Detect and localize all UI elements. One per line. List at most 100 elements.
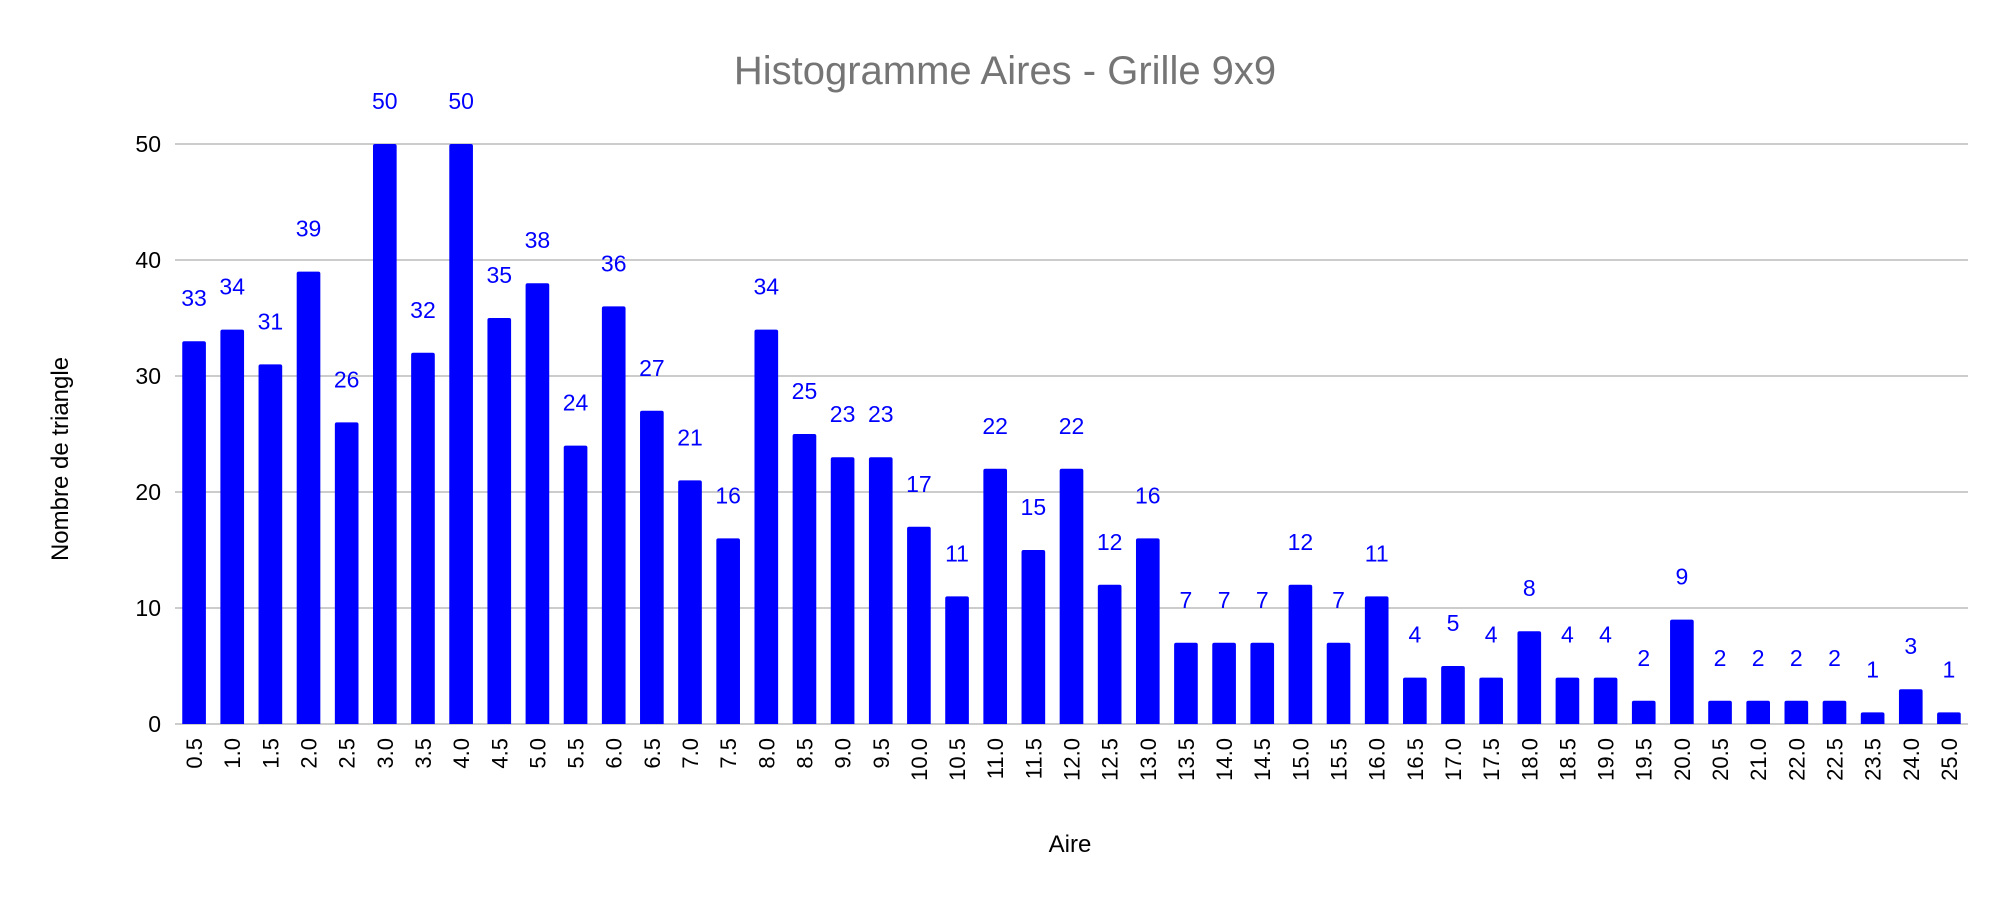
data-label-2.0: 39 xyxy=(296,216,322,242)
data-label-15.5: 7 xyxy=(1332,587,1345,613)
data-label-11.0: 22 xyxy=(982,413,1008,439)
x-tick-label: 2.5 xyxy=(335,738,360,769)
x-tick-label: 21.0 xyxy=(1746,738,1771,781)
data-label-18.0: 8 xyxy=(1523,575,1536,601)
x-axis-ticks: 0.5 1.0 1.5 2.0 2.5 3.0 3.5 4.0 4.5 5.0 5.5 6.0 6.5 7… xyxy=(182,738,1962,781)
data-label-15.0: 12 xyxy=(1288,529,1314,555)
data-label-11.5: 15 xyxy=(1021,494,1047,520)
data-label-5.0: 38 xyxy=(525,227,551,253)
bar-24.0 xyxy=(1898,689,1923,724)
x-axis-label: Aire xyxy=(1049,831,1092,858)
data-label-4.5: 35 xyxy=(486,262,512,288)
bar-3.5 xyxy=(411,352,435,724)
bar-19.0 xyxy=(1593,677,1618,724)
bar-21.0 xyxy=(1746,700,1771,724)
bar-17.5 xyxy=(1479,677,1503,724)
bar-10.5 xyxy=(945,596,969,724)
x-tick-label: 23.5 xyxy=(1861,738,1886,781)
bar-8.0 xyxy=(754,329,779,724)
bar-5.0 xyxy=(525,283,550,724)
y-axis-ticks: 0 10 20 30 40 50 xyxy=(135,131,161,737)
bar-11.5 xyxy=(1021,550,1046,724)
data-label-22.5: 2 xyxy=(1828,645,1841,671)
x-tick-label: 19.0 xyxy=(1594,738,1619,781)
bar-16.0 xyxy=(1364,596,1389,724)
x-tick-label: 9.0 xyxy=(831,738,856,769)
data-label-16.0: 11 xyxy=(1365,540,1389,566)
x-tick-label: 6.0 xyxy=(602,738,627,769)
data-label-1.5: 31 xyxy=(258,308,284,334)
data-label-21.0: 2 xyxy=(1752,645,1765,671)
data-label-8.0: 34 xyxy=(754,274,780,300)
x-tick-label: 3.0 xyxy=(373,738,398,769)
x-tick-label: 18.0 xyxy=(1517,738,1542,781)
y-tick-label: 40 xyxy=(135,247,161,273)
x-tick-label: 25.0 xyxy=(1937,738,1962,781)
x-tick-label: 24.0 xyxy=(1899,738,1924,781)
x-tick-label: 18.5 xyxy=(1555,738,1580,781)
x-tick-label: 16.5 xyxy=(1403,738,1428,781)
x-tick-label: 20.5 xyxy=(1708,738,1733,781)
chart-title: Histogramme Aires - Grille 9x9 xyxy=(734,49,1276,93)
data-label-17.0: 5 xyxy=(1447,610,1460,636)
bar-2.0 xyxy=(296,271,321,724)
data-label-4.0: 50 xyxy=(448,88,474,114)
x-tick-label: 20.0 xyxy=(1670,738,1695,781)
bar-9.5 xyxy=(868,457,893,724)
bar-15.0 xyxy=(1288,584,1313,724)
bar-2.5 xyxy=(334,422,359,724)
bar-7.5 xyxy=(716,538,740,724)
x-tick-label: 13.0 xyxy=(1136,738,1161,781)
data-label-6.0: 36 xyxy=(601,250,627,276)
bar-17.0 xyxy=(1441,666,1465,724)
x-tick-label: 15.5 xyxy=(1327,738,1352,781)
x-tick-label: 3.5 xyxy=(411,738,436,769)
bar-12.5 xyxy=(1097,584,1122,724)
data-label-12.0: 22 xyxy=(1059,413,1085,439)
data-label-20.5: 2 xyxy=(1714,645,1727,671)
bar-14.5 xyxy=(1250,642,1275,724)
data-label-13.5: 7 xyxy=(1180,587,1193,613)
data-label-0.5: 33 xyxy=(181,285,207,311)
bar-13.0 xyxy=(1135,538,1160,724)
x-tick-label: 8.5 xyxy=(792,738,817,769)
data-label-7.0: 21 xyxy=(677,424,703,450)
bar-16.5 xyxy=(1403,677,1427,724)
x-tick-label: 5.0 xyxy=(525,738,550,769)
bar-19.5 xyxy=(1631,700,1656,724)
bar-6.5 xyxy=(640,410,664,724)
data-label-16.5: 4 xyxy=(1408,622,1421,648)
bar-20.5 xyxy=(1708,700,1732,724)
data-label-19.5: 2 xyxy=(1637,645,1650,671)
data-label-3.0: 50 xyxy=(372,88,398,114)
x-tick-label: 10.5 xyxy=(945,738,970,781)
x-tick-label: 1.5 xyxy=(258,738,283,769)
x-tick-label: 22.0 xyxy=(1784,738,1809,781)
x-tick-label: 14.0 xyxy=(1212,738,1237,781)
bar-15.5 xyxy=(1326,642,1351,724)
x-tick-label: 11.0 xyxy=(983,738,1008,779)
bar-20.0 xyxy=(1670,619,1694,724)
bar-4.0 xyxy=(449,144,473,724)
bar-13.5 xyxy=(1174,642,1198,724)
x-tick-label: 17.0 xyxy=(1441,738,1466,781)
data-label-1.0: 34 xyxy=(219,274,245,300)
data-label-12.5: 12 xyxy=(1097,529,1123,555)
bar-3.0 xyxy=(372,144,397,724)
x-tick-label: 9.5 xyxy=(869,738,894,769)
x-tick-label: 5.5 xyxy=(564,738,589,769)
x-tick-label: 6.5 xyxy=(640,738,665,769)
bar-22.0 xyxy=(1784,700,1809,724)
data-label-5.5: 24 xyxy=(563,390,589,416)
data-label-20.0: 9 xyxy=(1675,564,1688,590)
x-tick-label: 19.5 xyxy=(1632,738,1657,781)
data-label-14.5: 7 xyxy=(1256,587,1269,613)
bar-9.0 xyxy=(830,457,855,724)
data-label-25.0: 1 xyxy=(1943,656,1956,682)
bar-1.0 xyxy=(220,329,245,724)
y-tick-label: 50 xyxy=(135,131,161,157)
x-tick-label: 4.5 xyxy=(487,738,512,769)
x-tick-label: 16.0 xyxy=(1365,738,1390,781)
x-tick-label: 13.5 xyxy=(1174,738,1199,781)
